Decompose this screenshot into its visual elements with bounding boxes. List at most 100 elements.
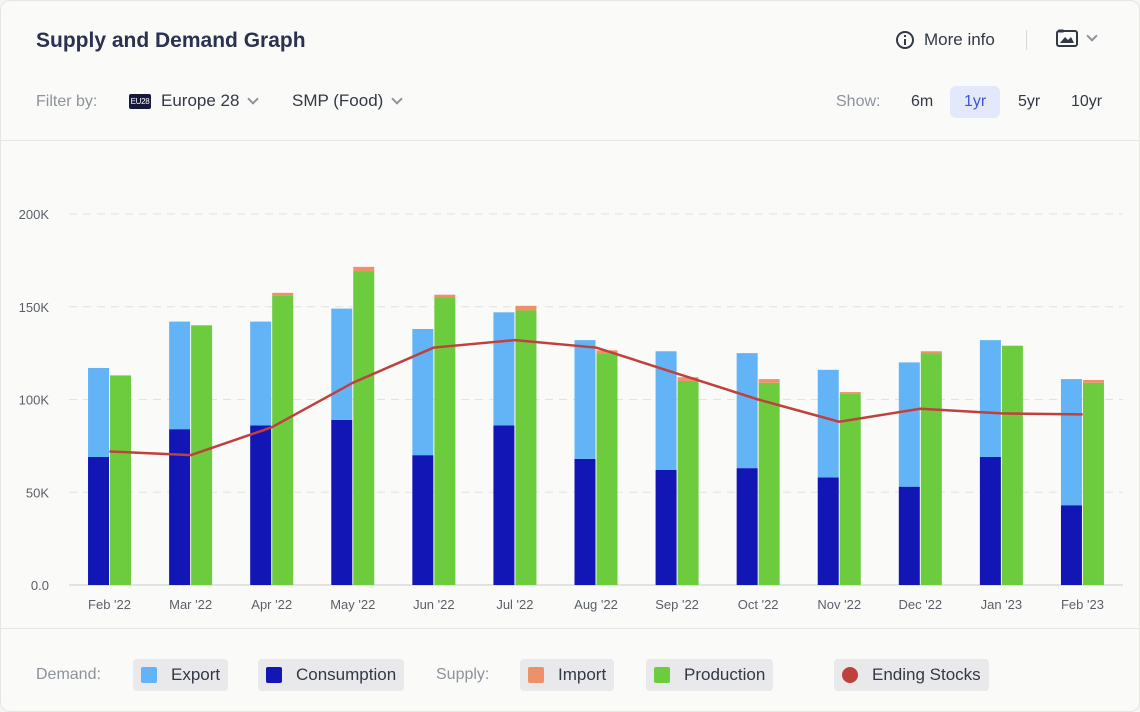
- legend-consumption[interactable]: Consumption: [258, 659, 405, 691]
- import-swatch: [528, 667, 544, 683]
- x-tick-label: May '22: [330, 597, 375, 612]
- import-bar: [434, 294, 456, 298]
- consumption-bar: [250, 425, 272, 585]
- production-bar: [758, 382, 780, 585]
- y-tick-label: 200K: [19, 207, 50, 222]
- x-tick-label: Jan '23: [981, 597, 1023, 612]
- x-tick-label: Jul '22: [496, 597, 533, 612]
- production-bar: [515, 310, 537, 585]
- supply-label: Supply:: [436, 666, 490, 683]
- legend-ending-stocks[interactable]: Ending Stocks: [834, 659, 989, 691]
- product-dropdown[interactable]: SMP (Food): [292, 91, 403, 111]
- production-bar: [353, 271, 375, 585]
- region-dropdown[interactable]: EU28 Europe 28: [129, 91, 260, 111]
- production-bar: [434, 297, 456, 585]
- demand-label: Demand:: [36, 666, 101, 683]
- export-bar: [574, 340, 596, 459]
- production-bar: [596, 353, 618, 585]
- x-tick-label: Mar '22: [169, 597, 212, 612]
- legend-production[interactable]: Production: [646, 659, 774, 691]
- supply-demand-chart: 0.0 50K 100K 150K 200K Feb '22 Mar '22 Apr '22 M…: [19, 207, 1123, 612]
- export-bar: [898, 362, 920, 487]
- legend-import-label: Import: [558, 665, 607, 684]
- y-tick-label: 0.0: [31, 578, 49, 593]
- range-1yr-button[interactable]: 1yr: [950, 86, 1001, 118]
- consumption-bar: [979, 457, 1001, 585]
- ending-stocks-point: [1000, 412, 1002, 414]
- legend-import[interactable]: Import: [520, 659, 615, 691]
- consumption-bar: [88, 457, 110, 585]
- consumption-bar: [169, 429, 191, 585]
- import-bar: [515, 305, 537, 311]
- import-bar: [920, 351, 942, 354]
- more-info-label: More info: [924, 30, 995, 49]
- ending-stocks-point: [595, 347, 597, 349]
- chevron-down-icon: [247, 93, 260, 105]
- production-bar: [920, 353, 942, 585]
- legend-export[interactable]: Export: [133, 659, 229, 691]
- import-bar: [353, 266, 375, 272]
- consumption-bar: [331, 419, 353, 585]
- legend-divider-line: [1, 628, 1140, 629]
- info-icon: [896, 31, 914, 49]
- production-bar: [677, 380, 699, 585]
- show-label: Show:: [836, 93, 881, 110]
- consumption-bar: [412, 455, 434, 585]
- page-title: Supply and Demand Graph: [36, 29, 306, 52]
- range-5yr-button[interactable]: 5yr: [1018, 93, 1041, 110]
- ending-stocks-point: [838, 421, 840, 423]
- consumption-bar: [817, 477, 839, 585]
- image-export-menu[interactable]: [1056, 29, 1098, 47]
- export-bar: [1060, 379, 1082, 506]
- export-bar: [331, 308, 353, 420]
- product-label: SMP (Food): [292, 91, 384, 110]
- import-bar: [677, 377, 699, 381]
- consumption-bar: [736, 468, 758, 585]
- legend-consumption-label: Consumption: [296, 665, 397, 684]
- image-icon: [1056, 29, 1078, 47]
- more-info-button[interactable]: More info: [896, 30, 995, 50]
- export-bar: [88, 367, 110, 458]
- consumption-bar: [574, 458, 596, 585]
- consumption-bar: [655, 469, 677, 585]
- ending-stocks-point: [271, 426, 273, 428]
- production-swatch: [654, 667, 670, 683]
- range-6m-button[interactable]: 6m: [911, 93, 934, 110]
- ending-stocks-point: [514, 339, 516, 341]
- export-bar: [736, 353, 758, 469]
- range-10yr-button[interactable]: 10yr: [1071, 93, 1103, 110]
- filter-label: Filter by:: [36, 93, 98, 110]
- ending-stocks-swatch: [842, 667, 858, 683]
- import-bar: [1082, 380, 1104, 383]
- export-bar: [493, 312, 515, 426]
- filter-row: Filter by: EU28 Europe 28 SMP (Food) Sho…: [1, 86, 1140, 118]
- x-tick-label: Apr '22: [251, 597, 292, 612]
- x-tick-label: Jun '22: [413, 597, 455, 612]
- legend: Demand: Export Consumption Supply: Impor…: [1, 659, 1140, 691]
- chevron-down-icon: [1086, 30, 1098, 42]
- production-bar: [272, 295, 294, 585]
- x-tick-label: Oct '22: [738, 597, 779, 612]
- header-divider-line: [1, 140, 1140, 141]
- x-tick-label: Feb '23: [1061, 597, 1104, 612]
- import-bar: [272, 292, 294, 296]
- legend-ending-stocks-label: Ending Stocks: [872, 665, 981, 684]
- production-bar: [1001, 345, 1023, 585]
- import-bar: [758, 379, 780, 383]
- export-bar: [250, 321, 272, 426]
- ending-stocks-point: [919, 408, 921, 410]
- export-swatch: [141, 667, 157, 683]
- export-bar: [979, 340, 1001, 458]
- x-tick-label: Sep '22: [655, 597, 699, 612]
- export-bar: [412, 329, 434, 456]
- ending-stocks-point: [109, 450, 111, 452]
- eu-flag-icon: EU28: [129, 93, 151, 109]
- ending-stocks-point: [190, 454, 192, 456]
- ending-stocks-point: [757, 399, 759, 400]
- production-bar: [839, 393, 861, 585]
- consumption-bar: [1060, 505, 1082, 585]
- export-bar: [655, 351, 677, 470]
- x-tick-label: Nov '22: [817, 597, 861, 612]
- consumption-swatch: [266, 667, 282, 683]
